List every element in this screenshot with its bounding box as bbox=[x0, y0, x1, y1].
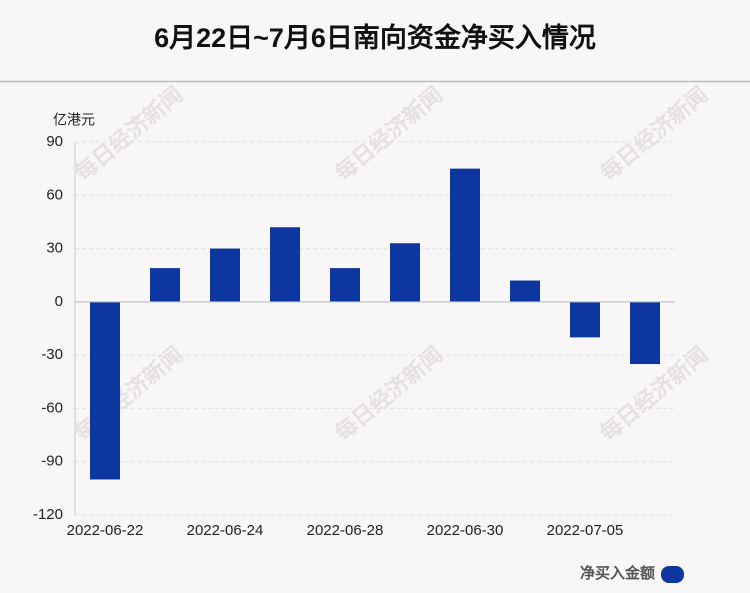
y-tick-label: -90 bbox=[41, 453, 63, 470]
y-axis-label: 亿港元 bbox=[53, 112, 95, 128]
y-tick-label: -120 bbox=[33, 506, 63, 523]
bar bbox=[510, 280, 540, 302]
bar bbox=[150, 268, 180, 302]
bar bbox=[630, 301, 660, 365]
y-tick-label: 90 bbox=[46, 133, 63, 150]
bar bbox=[450, 168, 480, 302]
y-tick-label: -30 bbox=[41, 346, 63, 363]
x-tick-label: 2022-07-05 bbox=[547, 522, 624, 539]
x-tick-label: 2022-06-22 bbox=[67, 522, 144, 539]
x-tick-label: 2022-06-28 bbox=[307, 522, 384, 539]
x-tick-label: 2022-06-30 bbox=[427, 522, 504, 539]
bar bbox=[90, 301, 120, 480]
bar bbox=[210, 248, 240, 302]
y-tick-label: -60 bbox=[41, 399, 63, 416]
bar bbox=[330, 268, 360, 302]
legend-swatch bbox=[661, 566, 684, 583]
y-tick-label: 0 bbox=[55, 293, 63, 310]
bar bbox=[570, 301, 600, 338]
legend-label: 净买入金额 bbox=[580, 564, 655, 582]
x-tick-label: 2022-06-24 bbox=[187, 522, 264, 539]
y-tick-label: 30 bbox=[46, 240, 63, 257]
bar bbox=[390, 243, 420, 302]
bar bbox=[270, 227, 300, 302]
chart-title: 6月22日~7月6日南向资金净买入情况 bbox=[154, 22, 596, 53]
y-tick-label: 60 bbox=[46, 186, 63, 203]
